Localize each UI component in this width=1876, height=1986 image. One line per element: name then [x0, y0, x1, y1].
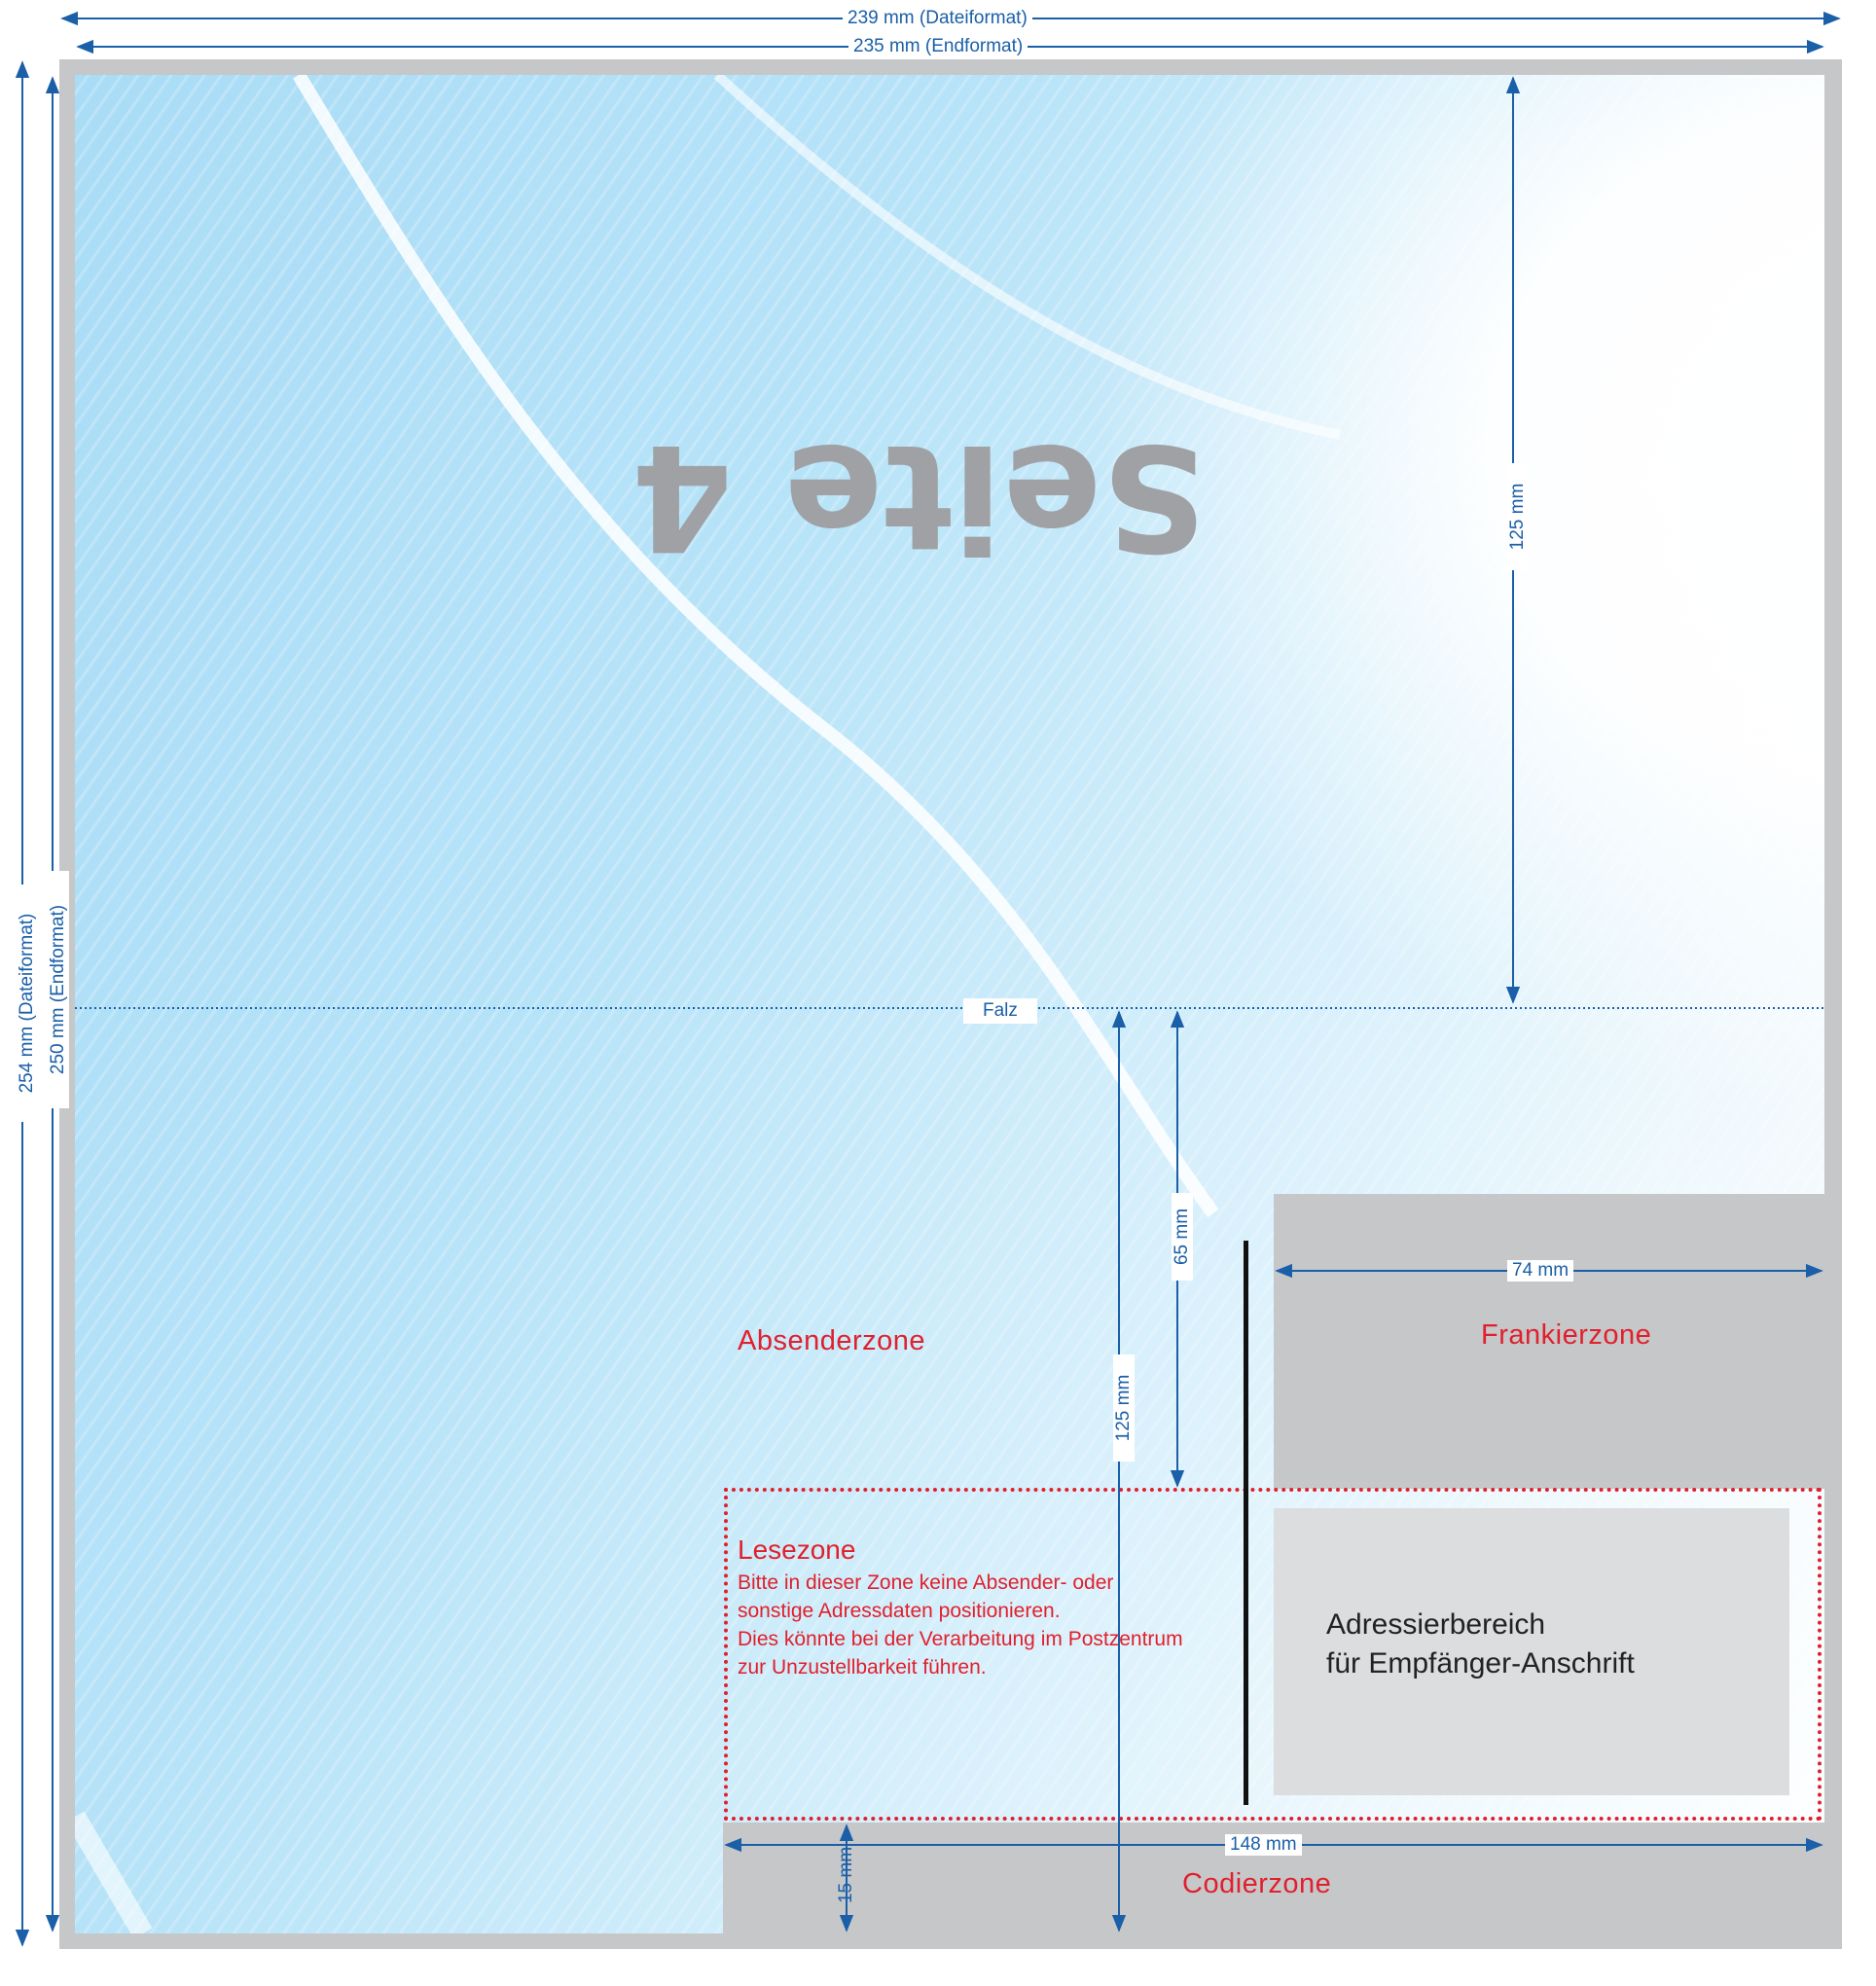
lese-zone-title: Lesezone [738, 1535, 856, 1565]
separator-bar [1244, 1241, 1248, 1805]
frankier-zone [1274, 1194, 1824, 1489]
address-area [1274, 1508, 1789, 1795]
dim-label-left-end: 250 mm (Endformat) [48, 871, 69, 1108]
dim-label-upper-125: 125 mm [1507, 463, 1529, 570]
dim-label-top-end: 235 mm (Endformat) [848, 36, 1028, 57]
dim-label-74: 74 mm [1507, 1260, 1574, 1282]
lese-zone-text-line: zur Unzustellbarkeit führen. [738, 1656, 987, 1679]
address-area-text: Adressierbereich für Empfänger-Anschrift [1326, 1606, 1635, 1683]
white-streak [75, 75, 1341, 1933]
dim-label-15: 15 mm [836, 1846, 856, 1904]
lese-zone-text-line: Bitte in dieser Zone keine Absender- ode… [738, 1571, 1114, 1594]
dim-label-lower-125: 125 mm [1113, 1354, 1135, 1462]
dim-label-top-file: 239 mm (Dateiformat) [843, 8, 1032, 29]
address-area-line: Adressierbereich [1326, 1608, 1546, 1641]
lese-zone-text-line: sonstige Adressdaten positionieren. [738, 1600, 1061, 1622]
dim-label-148: 148 mm [1225, 1834, 1302, 1856]
lese-zone-border [724, 1488, 1822, 1821]
lese-zone-text-line: Dies könnte bei der Verarbeitung im Post… [738, 1628, 1183, 1650]
codier-zone-label: Codierzone [1182, 1868, 1332, 1899]
lese-zone-text: Bitte in dieser Zone keine Absender- ode… [738, 1569, 1183, 1681]
dim-label-65: 65 mm [1172, 1193, 1193, 1281]
address-area-line: für Empfänger-Anschrift [1326, 1647, 1635, 1679]
page-title: Seite 4 [631, 412, 1207, 581]
fold-label: Falz [963, 998, 1037, 1024]
dim-label-left-file: 254 mm (Dateiformat) [17, 885, 38, 1122]
absender-zone-label: Absenderzone [738, 1325, 926, 1356]
frankier-zone-label: Frankierzone [1481, 1319, 1652, 1351]
